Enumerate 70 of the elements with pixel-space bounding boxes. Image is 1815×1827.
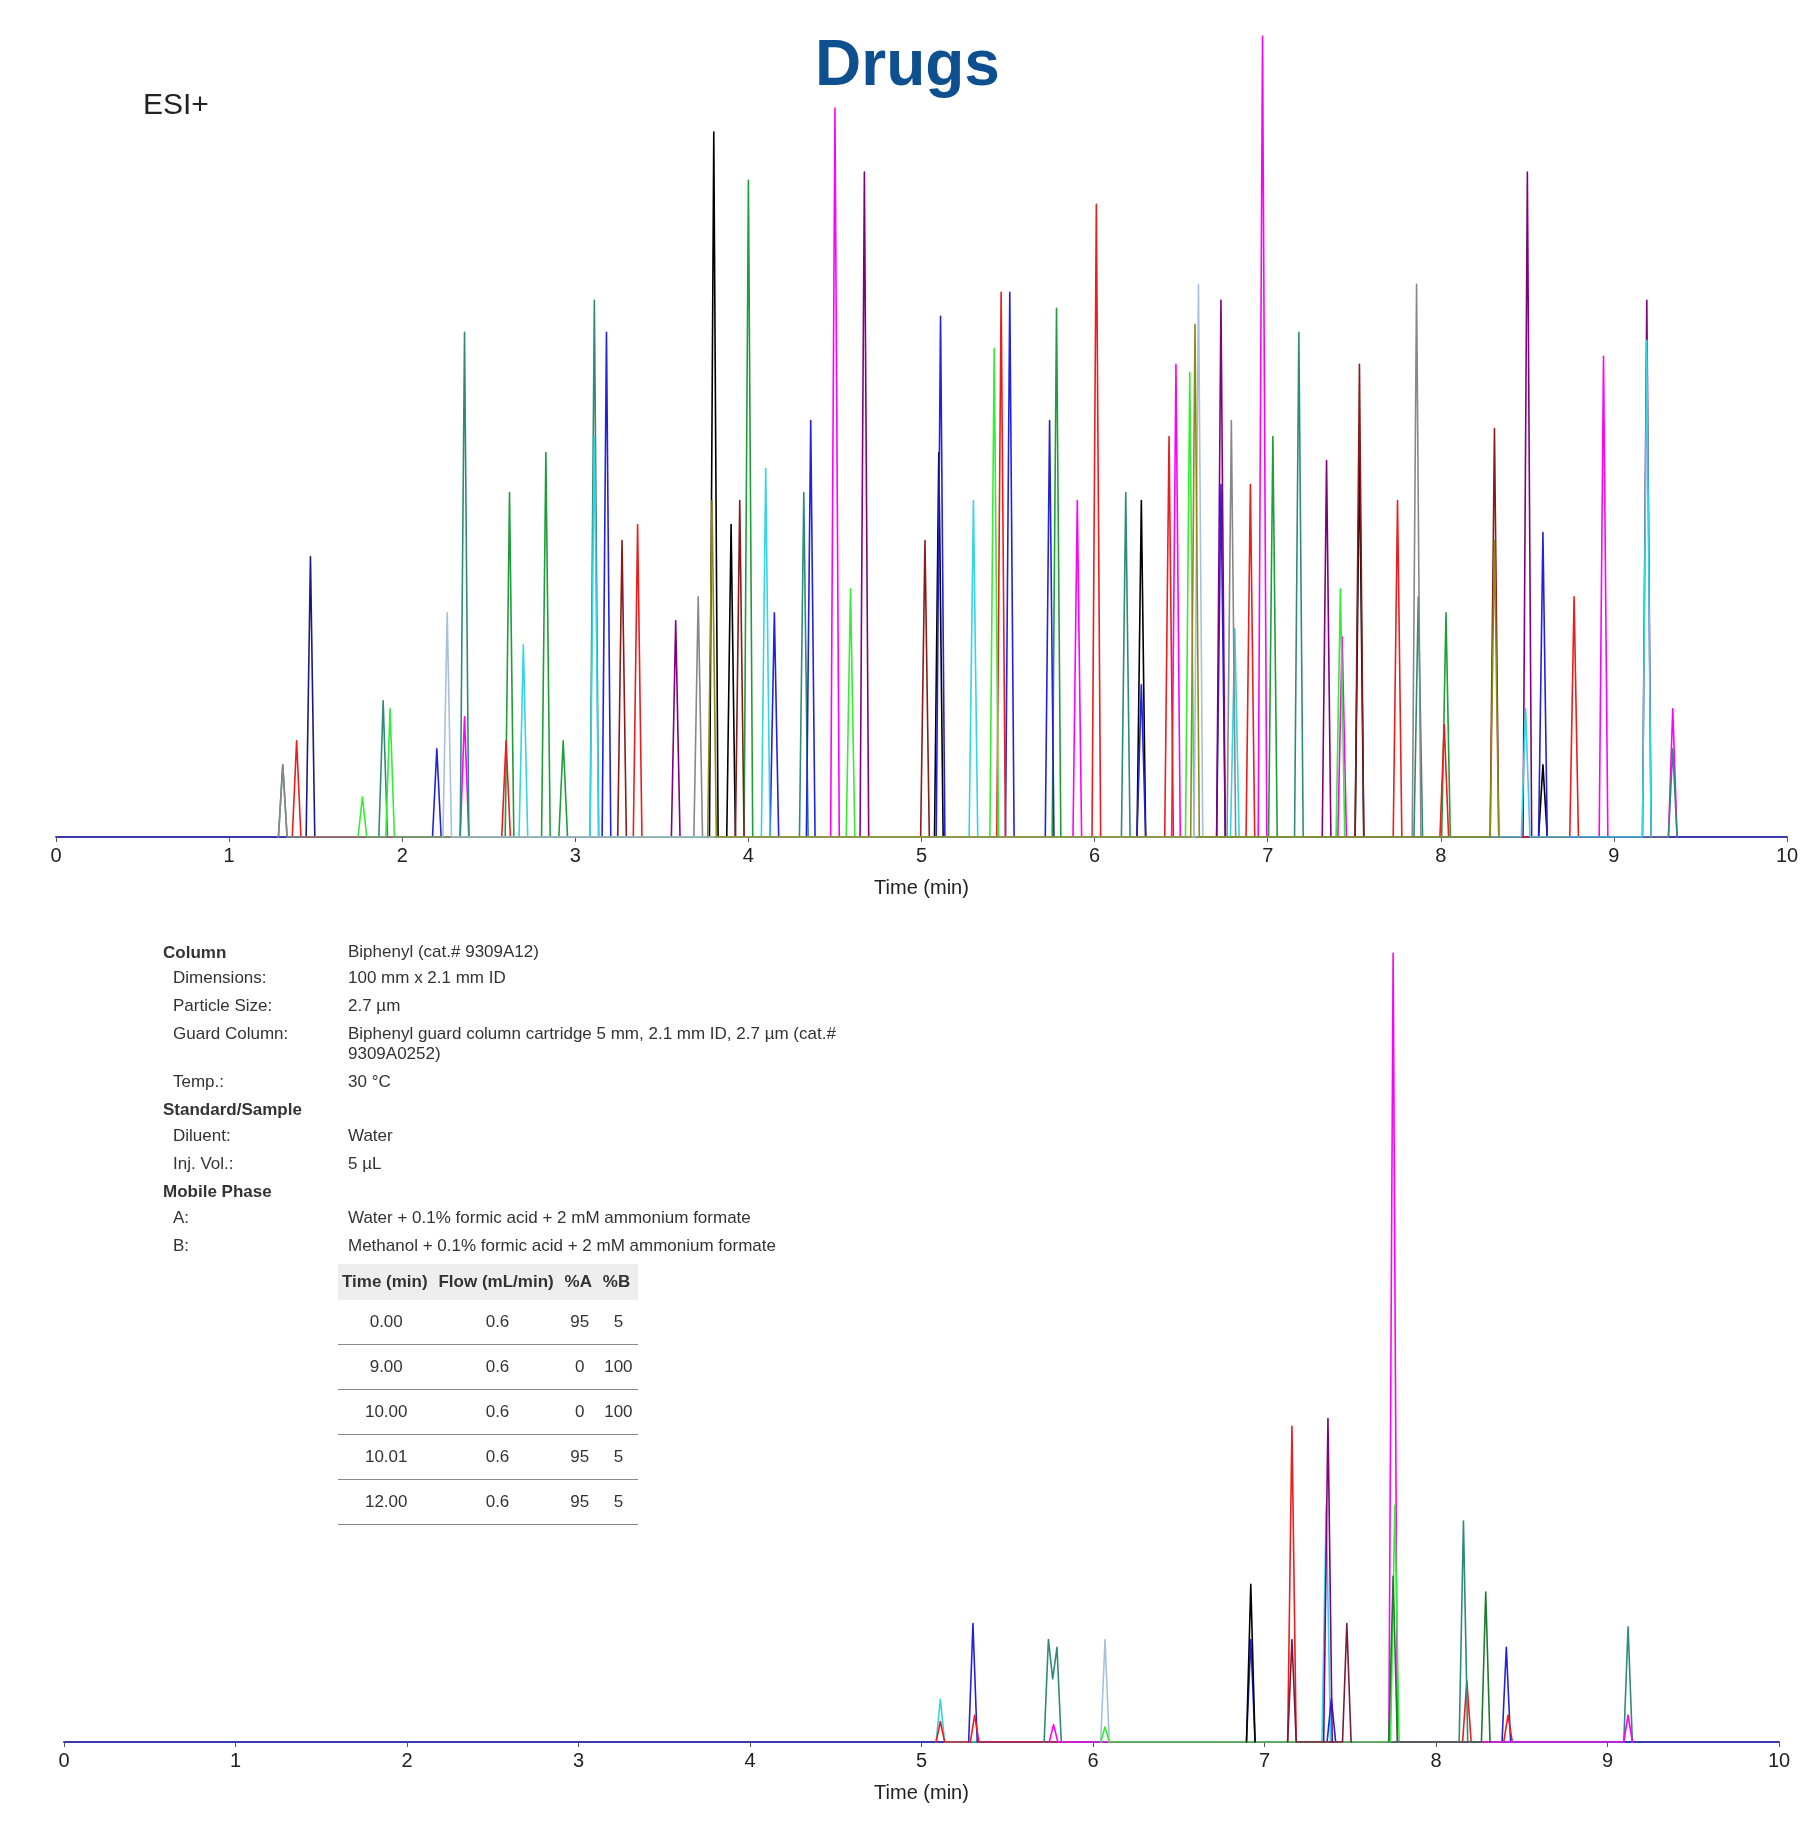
category-label: %B bbox=[598, 1264, 638, 1300]
annotation: Water bbox=[348, 1126, 394, 1146]
x-tick-label: 10 bbox=[1775, 844, 1799, 866]
x-tick-label: 9 bbox=[1601, 1749, 1614, 1771]
annotation: 5 bbox=[598, 1300, 638, 1345]
annotation: 0.6 bbox=[434, 1435, 561, 1480]
x-tick-label: 8 bbox=[1435, 844, 1447, 866]
annotation: 30 °C bbox=[348, 1072, 392, 1092]
x-tick-label: 5 bbox=[915, 1749, 928, 1771]
text: Column bbox=[163, 943, 227, 962]
x-tick-label: 2 bbox=[396, 844, 408, 866]
x-tick-label: 6 bbox=[1089, 844, 1101, 866]
annotation: 100 mm x 2.1 mm ID bbox=[348, 968, 507, 988]
annotation: 0 bbox=[560, 1345, 599, 1390]
annotation: 95 bbox=[560, 1300, 599, 1345]
annotation: 10.01 bbox=[338, 1435, 435, 1480]
x-tick-label: 2 bbox=[401, 1749, 413, 1771]
annotation: Dimensions: bbox=[173, 968, 268, 988]
annotation: Temp.: bbox=[173, 1072, 226, 1092]
text: Biphenyl (cat.# 9309A12) bbox=[348, 942, 540, 962]
x-tick-label: 3 bbox=[569, 844, 581, 866]
annotation: 0 bbox=[560, 1390, 599, 1435]
annotation: 95 bbox=[560, 1435, 599, 1480]
annotation: 5 µL bbox=[348, 1154, 383, 1174]
annotation: 0.6 bbox=[434, 1300, 561, 1345]
annotation: 0.00 bbox=[338, 1300, 435, 1345]
annotation: Diluent: bbox=[173, 1126, 232, 1146]
annotation: Guard Column: bbox=[173, 1024, 290, 1045]
text: Standard/Sample bbox=[163, 1100, 303, 1120]
x-tick-label: 3 bbox=[572, 1749, 585, 1771]
annotation: 0.6 bbox=[434, 1345, 561, 1390]
category-label: Time (min) bbox=[338, 1264, 435, 1300]
x-tick-label: 4 bbox=[744, 1749, 756, 1771]
category-label: Flow (mL/min) bbox=[434, 1264, 561, 1300]
x-tick-label: 1 bbox=[229, 1749, 242, 1771]
x-tick-label: 0 bbox=[50, 844, 62, 866]
annotation: 0.6 bbox=[434, 1390, 561, 1435]
annotation: 95 bbox=[560, 1480, 599, 1525]
chart-title: Drugs bbox=[815, 27, 1000, 99]
annotation: Particle Size: bbox=[173, 996, 274, 1016]
annotation: Water + 0.1% formic acid + 2 mM ammonium formate bbox=[348, 1208, 752, 1228]
annotation: 12.00 bbox=[338, 1480, 435, 1525]
x-tick-label: 7 bbox=[1262, 844, 1274, 866]
x-tick-label: 8 bbox=[1430, 1749, 1442, 1771]
x-tick-label: 7 bbox=[1258, 1749, 1271, 1771]
text: Mobile Phase bbox=[163, 1182, 273, 1202]
category-label: %A bbox=[560, 1264, 599, 1300]
annotation: 100 bbox=[598, 1390, 638, 1435]
annotation: 10.00 bbox=[338, 1390, 435, 1435]
annotation: 5 bbox=[598, 1435, 638, 1480]
annotation: 0.6 bbox=[434, 1480, 561, 1525]
x-tick-label: 5 bbox=[915, 844, 928, 866]
annotation: 5 bbox=[598, 1480, 638, 1525]
annotation: B: bbox=[173, 1236, 191, 1256]
annotation: A: bbox=[173, 1208, 191, 1228]
annotation: 100 bbox=[598, 1345, 638, 1390]
annotation: ESI+ bbox=[143, 86, 209, 120]
x-tick-label: 6 bbox=[1087, 1749, 1099, 1771]
x-tick-label: 9 bbox=[1608, 844, 1620, 866]
annotation: Inj. Vol.: bbox=[173, 1154, 235, 1174]
annotation: 2.7 µm bbox=[348, 996, 402, 1016]
annotation: Biphenyl guard column cartridge 5 mm, 2.1 mm ID, 2.7 µm (cat.# 9309A0252) bbox=[348, 1024, 837, 1064]
annotation: 9.00 bbox=[338, 1345, 435, 1390]
x-axis-title: Time (min) bbox=[874, 1781, 969, 1803]
x-tick-label: 1 bbox=[223, 844, 235, 866]
x-tick-label: 4 bbox=[742, 844, 754, 866]
annotation: Methanol + 0.1% formic acid + 2 mM ammonium formate bbox=[348, 1236, 777, 1256]
x-axis-title: Time (min) bbox=[874, 876, 969, 898]
x-tick-label: 0 bbox=[58, 1749, 70, 1771]
x-tick-label: 10 bbox=[1767, 1749, 1791, 1771]
